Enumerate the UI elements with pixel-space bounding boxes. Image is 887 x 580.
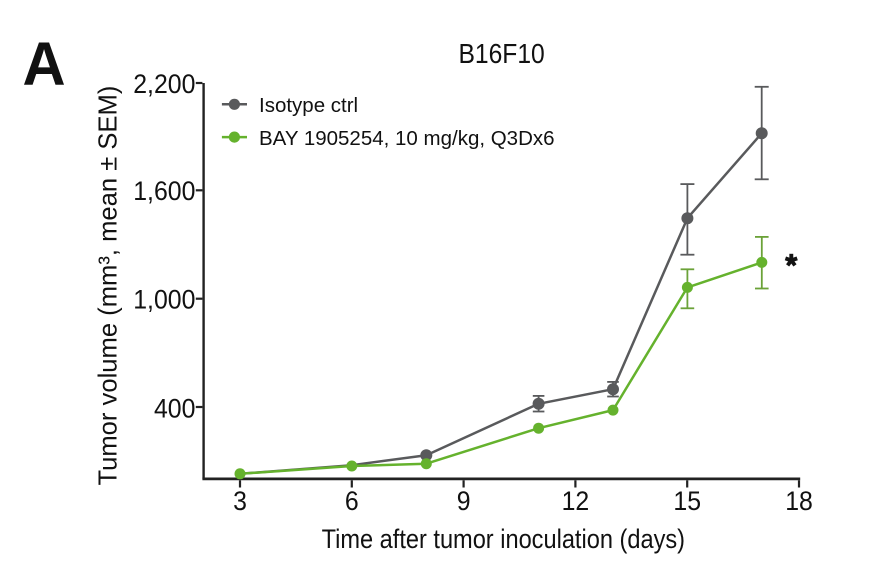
svg-text:Isotype ctrl: Isotype ctrl — [259, 94, 358, 117]
svg-text:2,200: 2,200 — [133, 70, 195, 99]
svg-text:BAY 1905254, 10 mg/kg, Q3Dx6: BAY 1905254, 10 mg/kg, Q3Dx6 — [259, 127, 555, 150]
svg-text:3: 3 — [233, 487, 247, 516]
svg-text:A: A — [23, 29, 66, 98]
svg-text:400: 400 — [154, 394, 195, 423]
svg-text:12: 12 — [562, 487, 590, 516]
svg-text:Time after tumor inoculation (: Time after tumor inoculation (days) — [322, 525, 685, 555]
svg-text:15: 15 — [673, 487, 701, 516]
svg-text:18: 18 — [785, 487, 813, 516]
svg-text:1,000: 1,000 — [133, 286, 195, 315]
svg-text:1,600: 1,600 — [133, 177, 195, 206]
svg-text:Tumor volume (mm³, mean ± SEM): Tumor volume (mm³, mean ± SEM) — [94, 86, 122, 486]
svg-text:9: 9 — [457, 487, 471, 516]
svg-text:B16F10: B16F10 — [458, 38, 544, 70]
svg-text:6: 6 — [345, 487, 359, 516]
